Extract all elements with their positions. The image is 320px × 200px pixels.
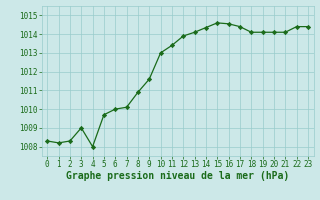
X-axis label: Graphe pression niveau de la mer (hPa): Graphe pression niveau de la mer (hPa) <box>66 171 289 181</box>
